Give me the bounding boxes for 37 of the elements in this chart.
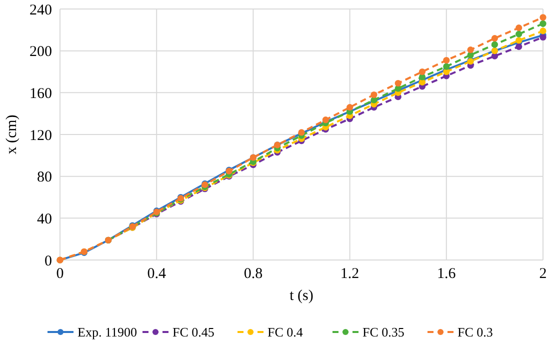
y-tick-label: 40 [37,211,52,228]
x-tick-label: 0.8 [244,266,263,282]
point [540,14,546,21]
legend-label: FC 0.45 [172,324,214,340]
point [418,78,426,86]
point [516,30,522,38]
point [491,41,498,48]
point [394,80,402,87]
point [346,104,354,111]
y-tick-label: 240 [30,2,52,18]
point [491,34,498,42]
x-tick-label: 2 [539,266,547,282]
x-axis-title: t (s) [290,288,314,304]
y-tick-label: 80 [37,170,52,186]
x-tick-label: 1.2 [340,266,360,282]
x-tick-label: 1.6 [437,266,456,282]
legend-label: FC 0.35 [362,324,404,340]
legend-label: FC 0.3 [458,324,493,340]
y-axis-title: x (cm) [4,114,20,154]
x-tick-label: 0.4 [147,266,166,282]
point [443,63,450,70]
point [540,28,546,34]
point [540,20,546,27]
point [418,68,426,76]
y-tick-label: 160 [30,86,52,102]
point [516,43,522,50]
y-tick-label: 120 [30,128,52,144]
point [540,34,546,41]
x-tick-label: 0 [56,266,64,282]
legend-label: FC 0.4 [268,324,304,340]
point [467,46,474,54]
legend-label: Exp. 11900 [78,324,137,340]
y-tick-label: 200 [30,44,52,60]
y-tick-label: 0 [44,253,52,270]
point [443,56,450,64]
point [370,91,378,98]
point [516,24,522,32]
